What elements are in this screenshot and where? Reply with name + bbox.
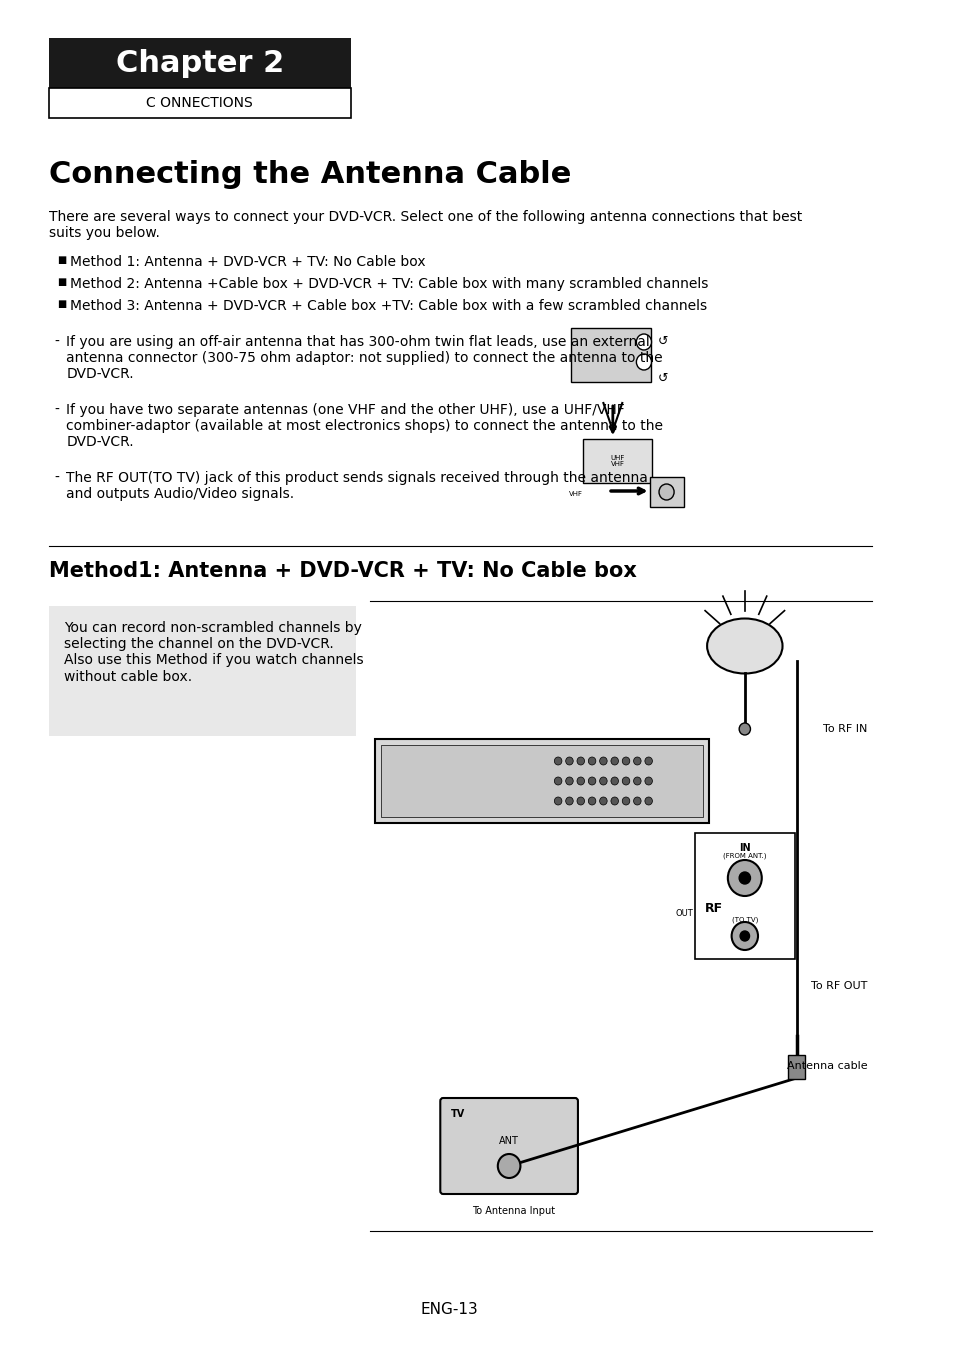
Text: (TO TV): (TO TV): [731, 917, 758, 923]
Text: VHF: VHF: [568, 491, 582, 497]
Circle shape: [740, 931, 749, 940]
Circle shape: [633, 757, 640, 766]
Circle shape: [588, 757, 596, 766]
Text: ■: ■: [57, 255, 66, 266]
Circle shape: [577, 757, 584, 766]
FancyBboxPatch shape: [649, 477, 683, 507]
Text: Method1: Antenna + DVD-VCR + TV: No Cable box: Method1: Antenna + DVD-VCR + TV: No Cabl…: [50, 561, 637, 581]
Circle shape: [565, 757, 573, 766]
Text: ■: ■: [57, 299, 66, 309]
Circle shape: [633, 797, 640, 805]
Circle shape: [610, 776, 618, 785]
Circle shape: [554, 797, 561, 805]
Text: RF: RF: [704, 901, 722, 915]
Text: -: -: [54, 472, 59, 485]
Circle shape: [588, 776, 596, 785]
Text: The RF OUT(TO TV) jack of this product sends signals received through the antenn: The RF OUT(TO TV) jack of this product s…: [67, 472, 648, 501]
Text: To RF OUT: To RF OUT: [810, 981, 867, 991]
Text: ↺: ↺: [658, 373, 668, 385]
Circle shape: [731, 921, 758, 950]
Circle shape: [636, 333, 651, 350]
Circle shape: [577, 797, 584, 805]
FancyBboxPatch shape: [571, 328, 650, 382]
Circle shape: [610, 797, 618, 805]
Circle shape: [739, 873, 750, 883]
Circle shape: [610, 757, 618, 766]
Text: TV: TV: [450, 1108, 464, 1119]
Text: ↺: ↺: [658, 335, 668, 348]
Text: ANT: ANT: [498, 1135, 518, 1146]
Circle shape: [599, 757, 606, 766]
Circle shape: [621, 776, 629, 785]
Circle shape: [588, 797, 596, 805]
Circle shape: [621, 757, 629, 766]
Text: To RF IN: To RF IN: [822, 724, 867, 734]
Text: Method 2: Antenna +Cable box + DVD-VCR + TV: Cable box with many scrambled chann: Method 2: Antenna +Cable box + DVD-VCR +…: [71, 276, 708, 291]
Text: Method 1: Antenna + DVD-VCR + TV: No Cable box: Method 1: Antenna + DVD-VCR + TV: No Cab…: [71, 255, 425, 270]
Text: To Antenna Input: To Antenna Input: [472, 1206, 555, 1215]
Text: UHF
VHF: UHF VHF: [610, 454, 624, 467]
Circle shape: [621, 797, 629, 805]
Circle shape: [644, 757, 652, 766]
FancyBboxPatch shape: [49, 88, 351, 118]
Text: -: -: [54, 335, 59, 350]
FancyBboxPatch shape: [50, 606, 355, 736]
Text: Antenna cable: Antenna cable: [786, 1061, 867, 1070]
Text: Chapter 2: Chapter 2: [115, 49, 284, 77]
Text: OUT: OUT: [675, 909, 692, 919]
FancyBboxPatch shape: [787, 1056, 804, 1079]
Circle shape: [554, 776, 561, 785]
FancyBboxPatch shape: [694, 833, 794, 959]
FancyBboxPatch shape: [582, 439, 652, 482]
Text: -: -: [54, 402, 59, 417]
Circle shape: [633, 776, 640, 785]
Text: ENG-13: ENG-13: [420, 1302, 478, 1317]
Circle shape: [727, 860, 761, 896]
Circle shape: [554, 757, 561, 766]
FancyBboxPatch shape: [440, 1098, 578, 1194]
Circle shape: [577, 776, 584, 785]
Circle shape: [565, 776, 573, 785]
Circle shape: [644, 776, 652, 785]
Ellipse shape: [706, 618, 781, 673]
Text: If you are using an off-air antenna that has 300-ohm twin flat leads, use an ext: If you are using an off-air antenna that…: [67, 335, 662, 381]
Text: There are several ways to connect your DVD-VCR. Select one of the following ante: There are several ways to connect your D…: [50, 210, 801, 240]
Circle shape: [599, 776, 606, 785]
Circle shape: [739, 724, 750, 734]
Circle shape: [659, 484, 674, 500]
Text: You can record non-scrambled channels by
selecting the channel on the DVD-VCR.
A: You can record non-scrambled channels by…: [64, 621, 363, 684]
Text: C ONNECTIONS: C ONNECTIONS: [147, 96, 253, 110]
Circle shape: [636, 354, 651, 370]
FancyBboxPatch shape: [375, 738, 708, 822]
Text: IN: IN: [739, 843, 750, 854]
FancyBboxPatch shape: [380, 745, 702, 817]
Text: (FROM ANT.): (FROM ANT.): [722, 852, 766, 859]
Circle shape: [497, 1154, 520, 1177]
Text: If you have two separate antennas (one VHF and the other UHF), use a UHF/VHF
com: If you have two separate antennas (one V…: [67, 402, 662, 450]
Circle shape: [599, 797, 606, 805]
Circle shape: [565, 797, 573, 805]
Text: Method 3: Antenna + DVD-VCR + Cable box +TV: Cable box with a few scrambled chan: Method 3: Antenna + DVD-VCR + Cable box …: [71, 299, 706, 313]
Text: ■: ■: [57, 276, 66, 287]
Circle shape: [644, 797, 652, 805]
FancyBboxPatch shape: [49, 38, 351, 88]
Text: Connecting the Antenna Cable: Connecting the Antenna Cable: [50, 160, 571, 188]
